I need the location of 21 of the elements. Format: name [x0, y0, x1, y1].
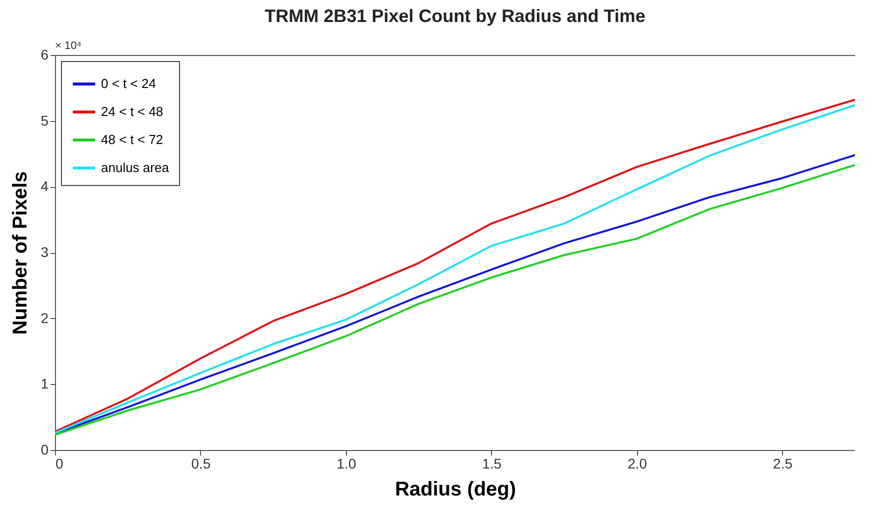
x-axis-title: Radius (deg): [394, 478, 516, 500]
y-tick-label: 1: [40, 376, 49, 392]
y-tick-label: 3: [40, 244, 49, 260]
y-tick-label: 2: [40, 310, 49, 326]
legend-label: 0 < t < 24: [101, 76, 156, 91]
chart-title: TRMM 2B31 Pixel Count by Radius and Time: [264, 6, 646, 26]
x-tick-label: 0.5: [191, 456, 211, 472]
x-tick-label: 2.0: [628, 456, 648, 472]
x-tick-label: 2.5: [773, 456, 793, 472]
legend-label: 24 < t < 48: [101, 104, 164, 119]
x-tick-label: 1.5: [482, 456, 502, 472]
legend-label: 48 < t < 72: [101, 132, 164, 147]
text: × 10⁴: [55, 40, 82, 52]
y-axis-title: Number of Pixels: [10, 171, 32, 335]
legend-label: anulus area: [101, 160, 170, 175]
x-tick-label: 0: [56, 456, 64, 472]
x-tick-label: 1.0: [336, 456, 356, 472]
y-tick-label: 5: [40, 112, 49, 128]
y-tick-label: 6: [40, 46, 49, 62]
y-tick-label: 0: [40, 442, 49, 458]
y-tick-label: 4: [40, 178, 49, 194]
